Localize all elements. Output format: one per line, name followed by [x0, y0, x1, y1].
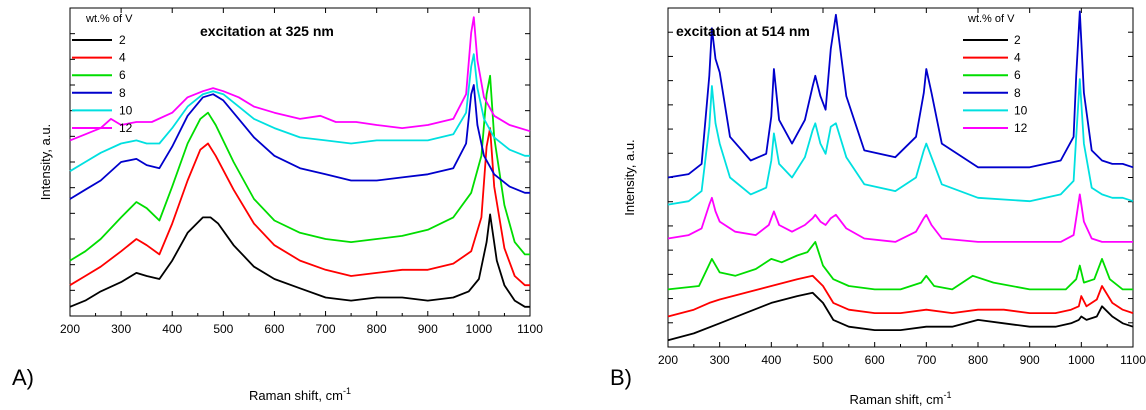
legend-label: 10 — [1014, 103, 1028, 117]
x-tick-label: 1100 — [1120, 353, 1146, 367]
x-tick-label: 800 — [968, 353, 988, 367]
plot-frame — [667, 7, 1134, 348]
x-tick-label: 700 — [916, 353, 936, 367]
legend-label: 6 — [1014, 68, 1021, 82]
series-line-4 — [667, 274, 1134, 318]
chart-panel-b: 200 300 400 500 600 700 800 900 1000 1100 excitati… — [622, 7, 1146, 407]
x-tick-label: 200 — [658, 353, 678, 367]
x-tick-label: 700 — [316, 322, 336, 336]
x-tick-label: 200 — [60, 322, 80, 336]
x-tick-label: 900 — [1020, 353, 1040, 367]
legend: wt.% of V 2 4 6 8 10 12 — [72, 13, 133, 135]
x-tick-label: 1000 — [1068, 353, 1095, 367]
series-line-10 — [69, 53, 530, 172]
legend-label: 4 — [1014, 51, 1021, 65]
legend-label: 12 — [1014, 121, 1028, 135]
y-axis-label: Intensity, a.u. — [38, 124, 53, 200]
legend: wt.% of V 2 4 6 8 10 12 — [963, 13, 1028, 135]
x-tick-label: 1100 — [517, 322, 543, 336]
x-tick-label: 400 — [162, 322, 182, 336]
series-line-8 — [69, 84, 530, 200]
series-line-8 — [667, 10, 1134, 179]
legend-label: 2 — [119, 33, 126, 47]
legend-label: 8 — [1014, 86, 1021, 100]
x-axis-label: Raman shift, cm-1 — [850, 390, 952, 407]
x-tick-label: 600 — [865, 353, 885, 367]
legend-label: 4 — [119, 51, 126, 65]
chart-title: excitation at 325 nm — [200, 23, 334, 39]
x-tick-label: 800 — [367, 322, 387, 336]
legend-label: 10 — [119, 103, 133, 117]
legend-title: wt.% of V — [85, 13, 133, 25]
plot-frame — [69, 7, 531, 317]
chart-panel-a: 200 300 400 500 600 700 800 900 1000 1100 excitati… — [38, 7, 543, 403]
x-tick-label: 900 — [418, 322, 438, 336]
x-axis-label-text: Raman shift, cm — [249, 388, 343, 403]
x-axis-label-superscript: -1 — [943, 390, 951, 400]
x-axis-label-text: Raman shift, cm — [850, 392, 944, 407]
legend-label: 12 — [119, 121, 133, 135]
panel-label: B) — [610, 365, 632, 390]
x-tick-label: 600 — [264, 322, 284, 336]
series-line-12 — [69, 16, 531, 142]
x-tick-label: 300 — [710, 353, 730, 367]
x-tick-label: 500 — [813, 353, 833, 367]
series-line-6 — [667, 241, 1133, 291]
legend-label: 6 — [119, 68, 126, 82]
legend-label: 8 — [119, 86, 126, 100]
series-line-6 — [69, 74, 530, 262]
legend-label: 2 — [1014, 33, 1021, 47]
x-tick-label: 1000 — [466, 322, 493, 336]
x-tick-label: 400 — [761, 353, 781, 367]
x-tick-label: 300 — [111, 322, 131, 336]
x-axis-label-superscript: -1 — [343, 386, 351, 396]
panel-label: A) — [12, 365, 34, 390]
chart-title: excitation at 514 nm — [676, 23, 810, 39]
series-line-2 — [667, 291, 1134, 342]
series-line-10 — [667, 78, 1134, 206]
x-tick-label: 500 — [213, 322, 233, 336]
x-axis-label: Raman shift, cm-1 — [249, 386, 351, 403]
series-line-2 — [69, 213, 530, 308]
series-line-12 — [667, 193, 1133, 243]
y-axis-label: Intensity, a.u. — [622, 139, 637, 215]
legend-title: wt.% of V — [967, 13, 1015, 25]
